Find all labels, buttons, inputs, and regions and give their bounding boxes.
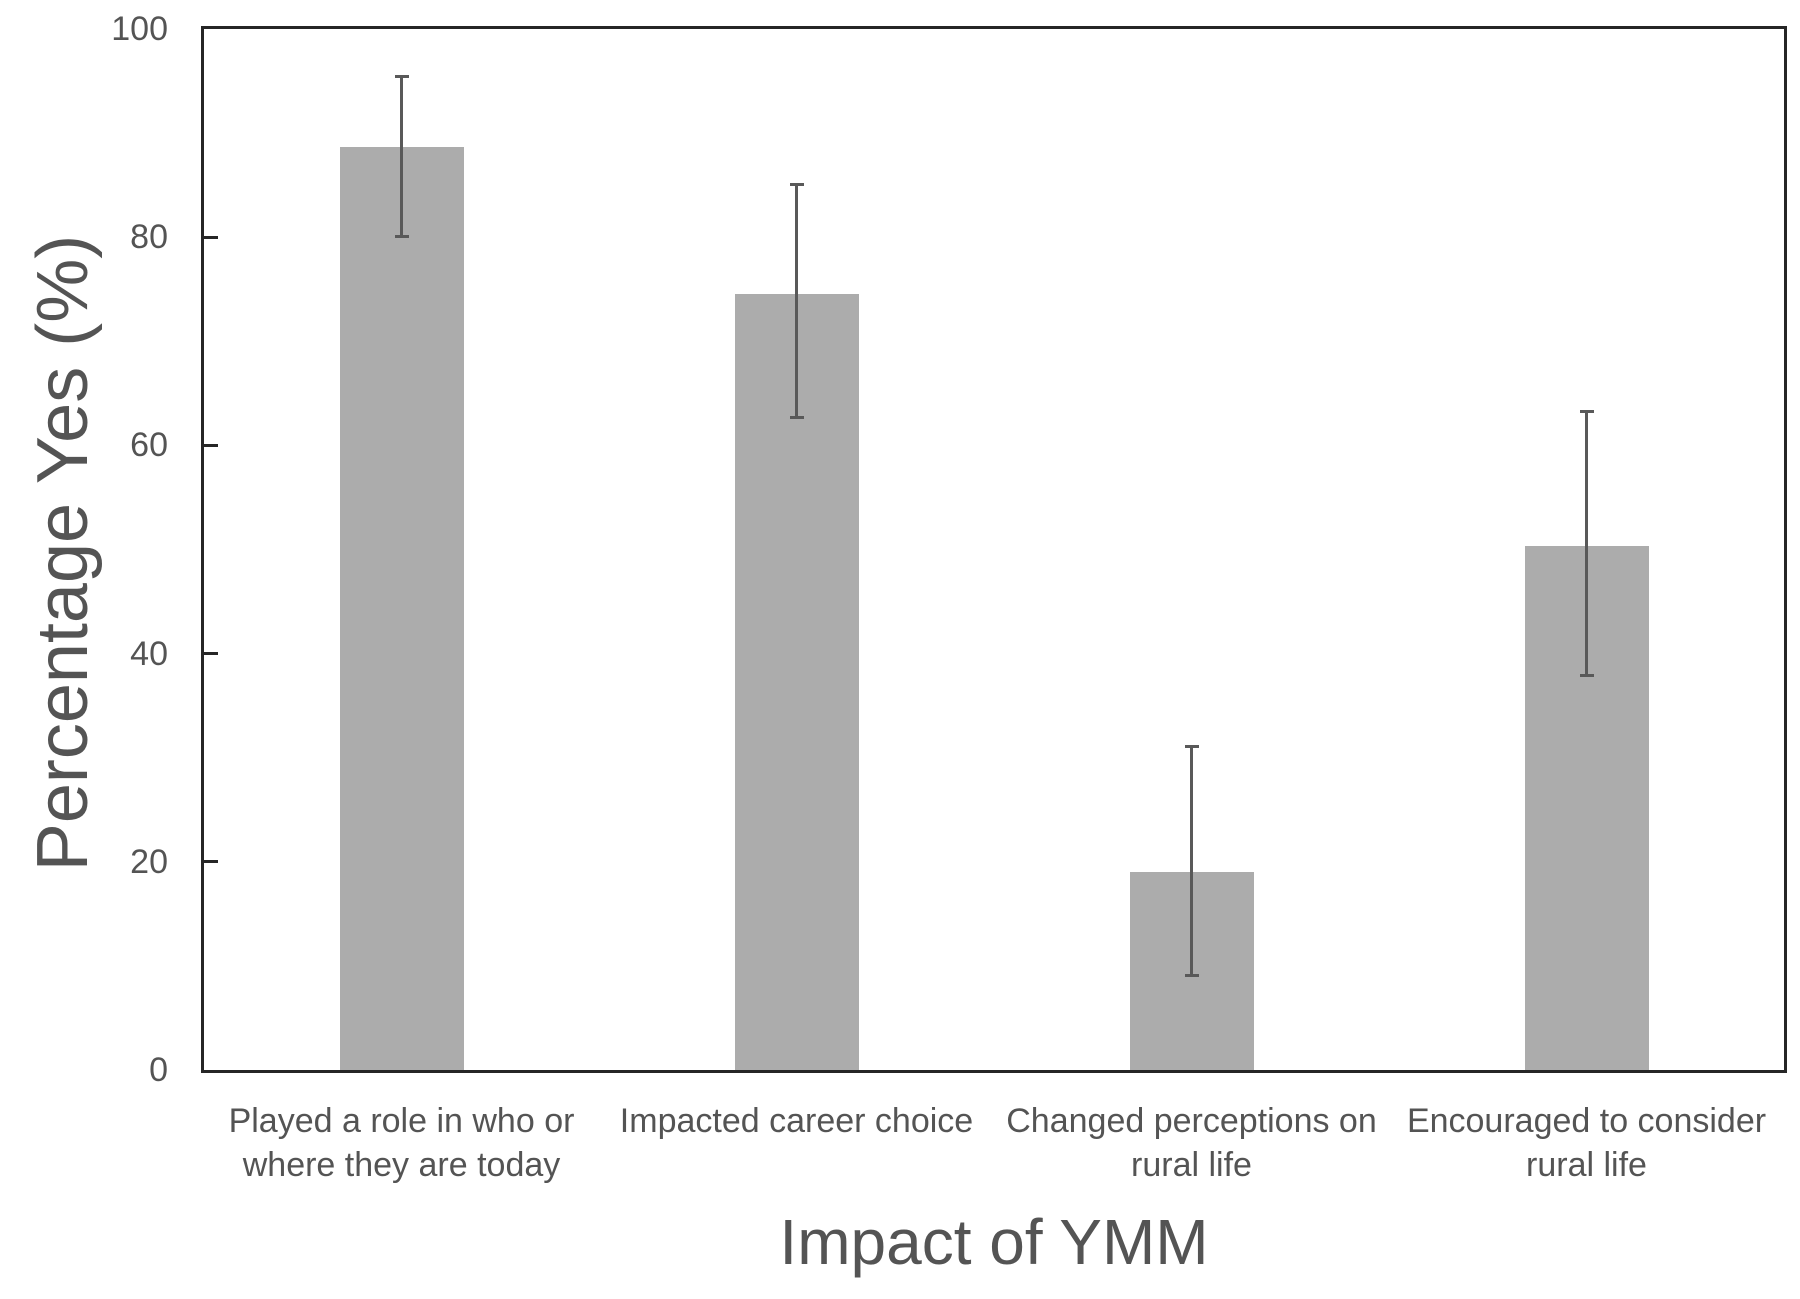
y-axis-tick <box>204 235 218 239</box>
error-bar-cap-top <box>1184 744 1199 748</box>
error-bar-line <box>1585 411 1588 676</box>
y-axis-tick <box>204 860 218 864</box>
error-bar-cap-top <box>394 75 409 79</box>
y-tick-label: 40 <box>130 634 168 673</box>
error-bar-cap-bottom <box>1184 973 1199 977</box>
error-bar-line <box>795 184 798 418</box>
y-tick-label: 80 <box>130 218 168 257</box>
error-bar-cap-top <box>789 182 804 186</box>
y-tick-label: 60 <box>130 426 168 465</box>
category-label: Changed perceptions on rural life <box>1006 1102 1377 1184</box>
category-label: Played a role in who or where they are t… <box>228 1102 575 1184</box>
category-label: Encouraged to consider rural life <box>1406 1102 1767 1184</box>
plot-area <box>201 26 1787 1073</box>
y-axis-tick <box>204 443 218 447</box>
error-bar-cap-bottom <box>789 415 804 419</box>
error-bar-cap-bottom <box>394 234 409 238</box>
bar <box>734 294 859 1070</box>
y-tick-label: 100 <box>111 10 168 48</box>
y-tick-label: 20 <box>130 842 168 881</box>
y-tick-label: 0 <box>149 1051 168 1089</box>
error-bar-cap-top <box>1579 409 1594 413</box>
y-axis-tick <box>204 652 218 656</box>
error-bar-line <box>1190 746 1193 976</box>
y-axis-title: Percentage Yes (%) <box>23 234 103 872</box>
bar <box>339 146 464 1070</box>
category-label: Impacted career choice <box>619 1102 974 1140</box>
x-axis-title: Impact of YMM <box>779 1206 1209 1278</box>
error-bar-line <box>400 76 403 237</box>
error-bar-cap-bottom <box>1579 673 1594 677</box>
